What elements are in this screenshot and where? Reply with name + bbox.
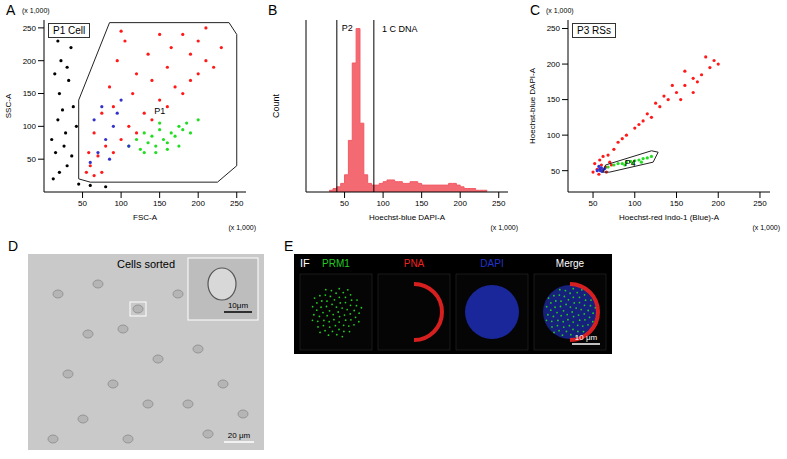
svg-text:FSC-A: FSC-A <box>133 213 158 222</box>
svg-text:150: 150 <box>670 199 684 208</box>
svg-text:50: 50 <box>589 199 598 208</box>
svg-text:150: 150 <box>153 199 167 208</box>
svg-text:100: 100 <box>547 131 561 140</box>
svg-text:100: 100 <box>23 122 37 131</box>
svg-text:Hoechst-red Indo-1 (Blue)-A: Hoechst-red Indo-1 (Blue)-A <box>619 213 720 222</box>
svg-text:10 μm: 10 μm <box>575 333 598 342</box>
html-text:D: D <box>8 238 19 254</box>
svg-text:50: 50 <box>27 155 36 164</box>
svg-text:P1: P1 <box>154 106 165 116</box>
svg-text:PRM1: PRM1 <box>322 258 350 269</box>
html-text:A: A <box>6 2 16 18</box>
html-text:(x 1,000): (x 1,000) <box>752 224 780 231</box>
html-text:P3 RSs: P3 RSs <box>577 25 611 36</box>
html-text:(x 1,000): (x 1,000) <box>490 224 518 231</box>
svg-text:Hoechst-blue DAPI-A: Hoechst-blue DAPI-A <box>369 213 446 222</box>
svg-text:P2: P2 <box>342 23 353 33</box>
svg-text:10μm: 10μm <box>228 301 249 310</box>
svg-text:250: 250 <box>753 199 767 208</box>
svg-text:SSC-A: SSC-A <box>4 93 13 118</box>
svg-text:150: 150 <box>547 95 561 104</box>
svg-text:250: 250 <box>230 199 244 208</box>
html-text:(x 1,000): (x 1,000) <box>22 7 50 14</box>
svg-text:150: 150 <box>23 89 37 98</box>
svg-text:200: 200 <box>547 60 561 69</box>
svg-text:200: 200 <box>712 199 726 208</box>
svg-text:200: 200 <box>192 199 206 208</box>
svg-text:Merge: Merge <box>556 258 585 269</box>
html-text:E: E <box>284 238 294 254</box>
svg-text:250: 250 <box>492 199 506 208</box>
svg-text:200: 200 <box>23 57 37 66</box>
svg-text:100: 100 <box>628 199 642 208</box>
html-text:P1 Cell: P1 Cell <box>53 25 86 36</box>
svg-text:IF: IF <box>300 257 310 269</box>
svg-text:PNA: PNA <box>404 258 425 269</box>
svg-text:P4: P4 <box>625 158 636 168</box>
svg-text:1 C DNA: 1 C DNA <box>382 24 418 34</box>
svg-text:150: 150 <box>415 199 429 208</box>
svg-text:Cells sorted: Cells sorted <box>117 258 175 270</box>
svg-text:200: 200 <box>454 199 468 208</box>
html-text:(x 1,000): (x 1,000) <box>546 7 574 14</box>
svg-text:100: 100 <box>114 199 128 208</box>
html-text:B: B <box>268 2 278 18</box>
html-text:C: C <box>530 2 541 18</box>
svg-text:Hoechst-blue DAPI-A: Hoechst-blue DAPI-A <box>528 67 537 144</box>
svg-text:DAPI: DAPI <box>480 258 503 269</box>
svg-text:50: 50 <box>78 199 87 208</box>
svg-text:Count: Count <box>271 94 281 119</box>
svg-text:100: 100 <box>376 199 390 208</box>
svg-text:50: 50 <box>340 199 349 208</box>
svg-text:50: 50 <box>551 167 560 176</box>
svg-text:250: 250 <box>547 24 561 33</box>
svg-text:250: 250 <box>23 24 37 33</box>
svg-text:20 μm: 20 μm <box>228 431 251 440</box>
html-text:(x 1,000): (x 1,000) <box>228 224 256 231</box>
